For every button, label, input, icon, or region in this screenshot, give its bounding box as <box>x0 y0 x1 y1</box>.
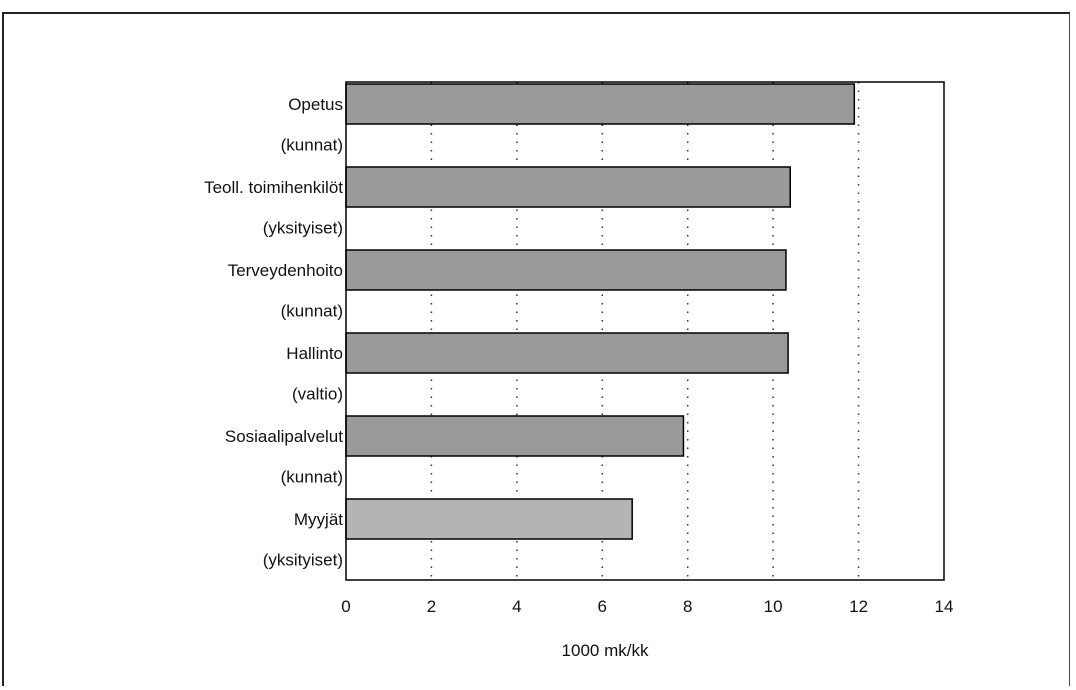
category-label: Hallinto <box>286 344 343 363</box>
category-sublabel: (yksityiset) <box>263 218 343 237</box>
category-label: Sosiaalipalvelut <box>225 427 343 446</box>
bar <box>345 166 791 208</box>
category-sublabel: (kunnat) <box>281 467 343 486</box>
bar <box>345 498 633 540</box>
x-tick-label: 14 <box>935 597 954 616</box>
category-labels: Opetus (kunnat) Teoll. toimihenkilöt (yksit… <box>204 95 343 569</box>
x-tick-label: 0 <box>341 597 350 616</box>
category-sublabel: (valtio) <box>292 384 343 403</box>
bars <box>345 83 856 540</box>
bar <box>345 249 787 291</box>
x-axis-title: 1000 mk/kk <box>562 641 649 660</box>
category-sublabel: (kunnat) <box>281 135 343 154</box>
category-label: Teoll. toimihenkilöt <box>204 178 343 197</box>
category-label: Opetus <box>288 95 343 114</box>
bar <box>345 415 685 457</box>
plot-area <box>345 81 945 581</box>
x-tick-labels: 0 2 4 6 8 10 12 14 <box>341 597 953 616</box>
x-tick-label: 8 <box>683 597 692 616</box>
x-tick-label: 6 <box>598 597 607 616</box>
x-tick-label: 10 <box>764 597 783 616</box>
x-tick-label: 2 <box>427 597 436 616</box>
x-tick-label: 12 <box>849 597 868 616</box>
category-sublabel: (yksityiset) <box>263 550 343 569</box>
chart-frame <box>2 12 1070 686</box>
x-tick-label: 4 <box>512 597 521 616</box>
bar <box>345 83 856 125</box>
category-label: Myyjät <box>294 510 343 529</box>
bar <box>345 332 789 374</box>
category-label: Terveydenhoito <box>228 261 343 280</box>
category-sublabel: (kunnat) <box>281 301 343 320</box>
